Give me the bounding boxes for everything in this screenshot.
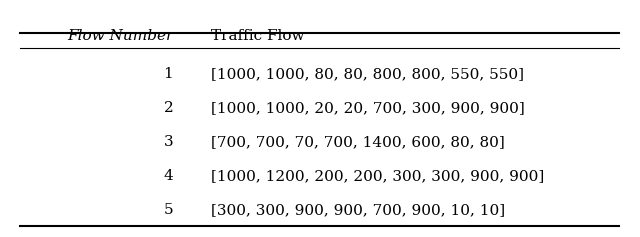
Text: 4: 4 — [163, 169, 173, 183]
Text: 3: 3 — [164, 135, 173, 149]
Text: [1000, 1200, 200, 200, 300, 300, 900, 900]: [1000, 1200, 200, 200, 300, 300, 900, 90… — [211, 169, 545, 183]
Text: [700, 700, 70, 700, 1400, 600, 80, 80]: [700, 700, 70, 700, 1400, 600, 80, 80] — [211, 135, 505, 149]
Text: [1000, 1000, 20, 20, 700, 300, 900, 900]: [1000, 1000, 20, 20, 700, 300, 900, 900] — [211, 101, 525, 115]
Text: 1: 1 — [163, 67, 173, 81]
Text: [1000, 1000, 80, 80, 800, 800, 550, 550]: [1000, 1000, 80, 80, 800, 800, 550, 550] — [211, 67, 524, 81]
Text: 5: 5 — [164, 203, 173, 217]
Text: Flow Number: Flow Number — [67, 29, 173, 44]
Text: 2: 2 — [163, 101, 173, 115]
Text: [300, 300, 900, 900, 700, 900, 10, 10]: [300, 300, 900, 900, 700, 900, 10, 10] — [211, 203, 506, 217]
Text: Traffic Flow: Traffic Flow — [211, 29, 305, 44]
